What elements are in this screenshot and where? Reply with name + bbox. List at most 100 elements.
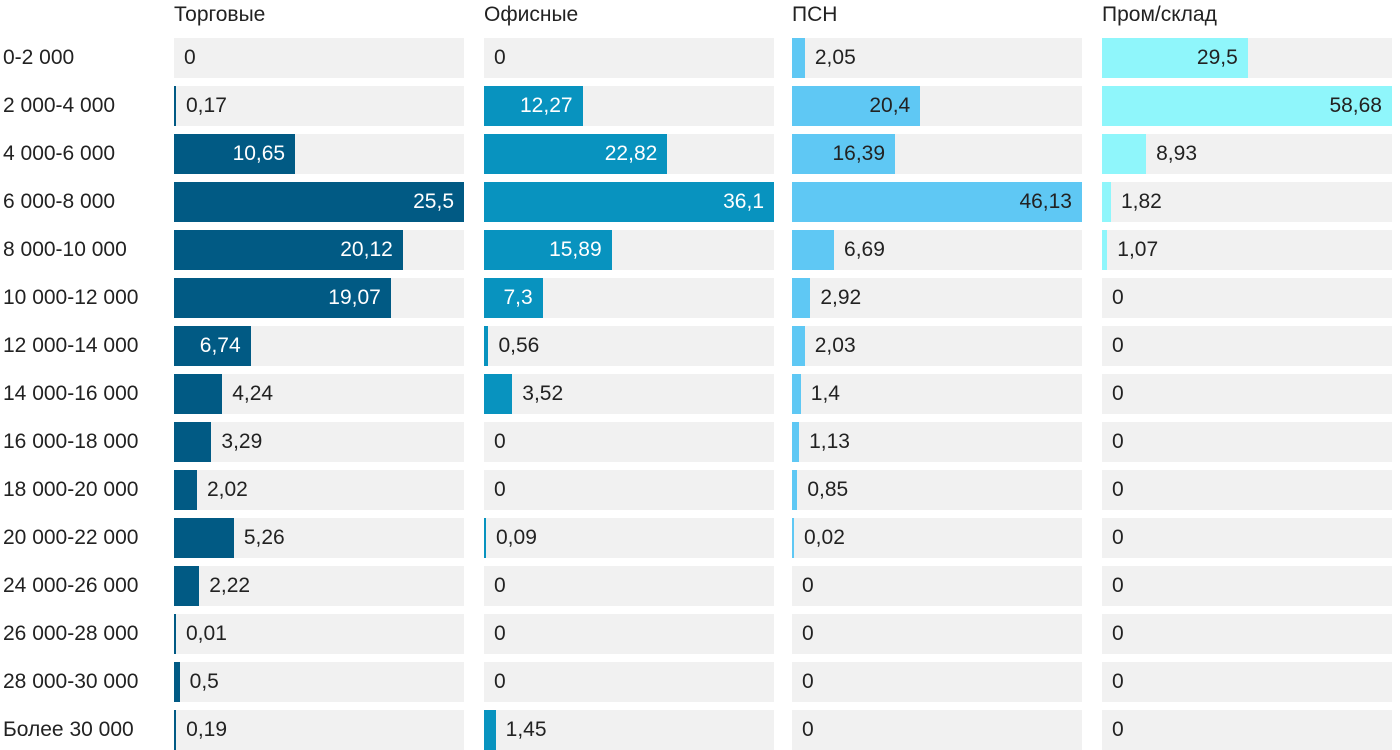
bar bbox=[1102, 230, 1108, 270]
series-header: Пром/склад bbox=[1102, 3, 1217, 26]
bar bbox=[174, 278, 391, 318]
bar-track bbox=[484, 518, 774, 558]
data-label: 29,5 bbox=[1196, 46, 1238, 69]
category-label: 10 000-12 000 bbox=[3, 286, 139, 309]
bar bbox=[174, 662, 180, 702]
data-label: 46,13 bbox=[1019, 190, 1072, 213]
bar-track bbox=[1102, 422, 1392, 462]
bar-track bbox=[792, 422, 1082, 462]
bar bbox=[174, 422, 212, 462]
bar bbox=[174, 614, 176, 654]
bar bbox=[1102, 38, 1248, 78]
data-label: 0 bbox=[1112, 526, 1124, 549]
data-label: 5,26 bbox=[243, 526, 285, 549]
data-label: 0,17 bbox=[186, 94, 227, 117]
bar-track bbox=[484, 566, 774, 606]
data-label: 0 bbox=[1112, 334, 1124, 357]
data-label: 0,01 bbox=[186, 622, 227, 645]
bar bbox=[792, 326, 805, 366]
data-label: 8,93 bbox=[1156, 142, 1197, 165]
bar-track bbox=[1102, 374, 1392, 414]
data-label: 0 bbox=[494, 478, 506, 501]
data-label: 0 bbox=[1112, 478, 1124, 501]
bar bbox=[484, 518, 486, 558]
data-label: 0 bbox=[802, 622, 814, 645]
data-label: 3,52 bbox=[522, 382, 564, 405]
data-label: 0,19 bbox=[186, 718, 228, 741]
bar bbox=[792, 518, 794, 558]
bar bbox=[484, 86, 583, 126]
bar-track bbox=[174, 614, 464, 654]
bar-track bbox=[1102, 230, 1392, 270]
data-label: 0 bbox=[1112, 430, 1124, 453]
bar-track bbox=[792, 278, 1082, 318]
category-label: 26 000-28 000 bbox=[3, 622, 139, 645]
data-label: 25,5 bbox=[413, 190, 454, 213]
bar bbox=[174, 182, 464, 222]
data-label: 0 bbox=[802, 574, 814, 597]
bar-track bbox=[792, 38, 1082, 78]
data-label: 6,74 bbox=[199, 334, 241, 357]
bar-track bbox=[1102, 182, 1392, 222]
series-header: Торговые bbox=[174, 3, 266, 26]
bar-track bbox=[174, 470, 464, 510]
category-label: 12 000-14 000 bbox=[3, 334, 139, 357]
category-label: 14 000-16 000 bbox=[3, 382, 139, 405]
bar bbox=[1102, 134, 1147, 174]
data-label: 16,39 bbox=[832, 142, 886, 165]
data-label: 10,65 bbox=[232, 142, 286, 165]
bar-track bbox=[174, 710, 464, 750]
bar-track bbox=[1102, 470, 1392, 510]
data-label: 0 bbox=[1112, 670, 1124, 693]
category-label: 8 000-10 000 bbox=[3, 238, 127, 261]
data-label: 0 bbox=[1112, 718, 1124, 741]
bar-track bbox=[792, 518, 1082, 558]
bar-track bbox=[484, 422, 774, 462]
bar bbox=[484, 182, 774, 222]
data-label: 2,22 bbox=[209, 574, 251, 597]
category-label: 0-2 000 bbox=[3, 46, 75, 69]
category-label: 18 000-20 000 bbox=[3, 478, 139, 501]
bar bbox=[484, 134, 668, 174]
data-label: 20,12 bbox=[340, 238, 393, 261]
bar-track bbox=[792, 566, 1082, 606]
data-label: 0 bbox=[1112, 382, 1124, 405]
bar-track bbox=[1102, 518, 1392, 558]
bar bbox=[792, 38, 805, 78]
bar-track bbox=[792, 230, 1082, 270]
data-label: 58,68 bbox=[1329, 94, 1382, 117]
data-label: 2,92 bbox=[820, 286, 862, 309]
data-label: 0,5 bbox=[189, 670, 219, 693]
data-label: 0 bbox=[1112, 286, 1124, 309]
bar bbox=[792, 230, 835, 270]
data-label: 3,29 bbox=[221, 430, 263, 453]
data-label: 0 bbox=[1112, 574, 1124, 597]
category-label: 28 000-30 000 bbox=[3, 670, 139, 693]
data-label: 0,85 bbox=[807, 478, 849, 501]
bar bbox=[484, 326, 489, 366]
data-label: 15,89 bbox=[549, 238, 602, 261]
data-label: 0 bbox=[494, 622, 506, 645]
category-label: 20 000-22 000 bbox=[3, 526, 139, 549]
category-label: 24 000-26 000 bbox=[3, 574, 139, 597]
bar-track bbox=[484, 38, 774, 78]
series-header: ПСН bbox=[792, 3, 838, 26]
category-label: 16 000-18 000 bbox=[3, 430, 139, 453]
bar-track bbox=[484, 614, 774, 654]
bar bbox=[174, 470, 197, 510]
bar-track bbox=[1102, 134, 1392, 174]
data-label: 7,3 bbox=[503, 286, 533, 309]
bar bbox=[792, 374, 801, 414]
bar bbox=[174, 710, 177, 750]
bar-track bbox=[484, 710, 774, 750]
bar bbox=[484, 710, 496, 750]
bar-track bbox=[792, 662, 1082, 702]
category-label: 4 000-6 000 bbox=[3, 142, 116, 165]
bar-track bbox=[1102, 662, 1392, 702]
bar bbox=[174, 326, 251, 366]
category-label: Более 30 000 bbox=[3, 718, 134, 741]
data-label: 0,56 bbox=[498, 334, 540, 357]
data-label: 4,24 bbox=[232, 382, 274, 405]
data-label: 0,09 bbox=[496, 526, 537, 549]
